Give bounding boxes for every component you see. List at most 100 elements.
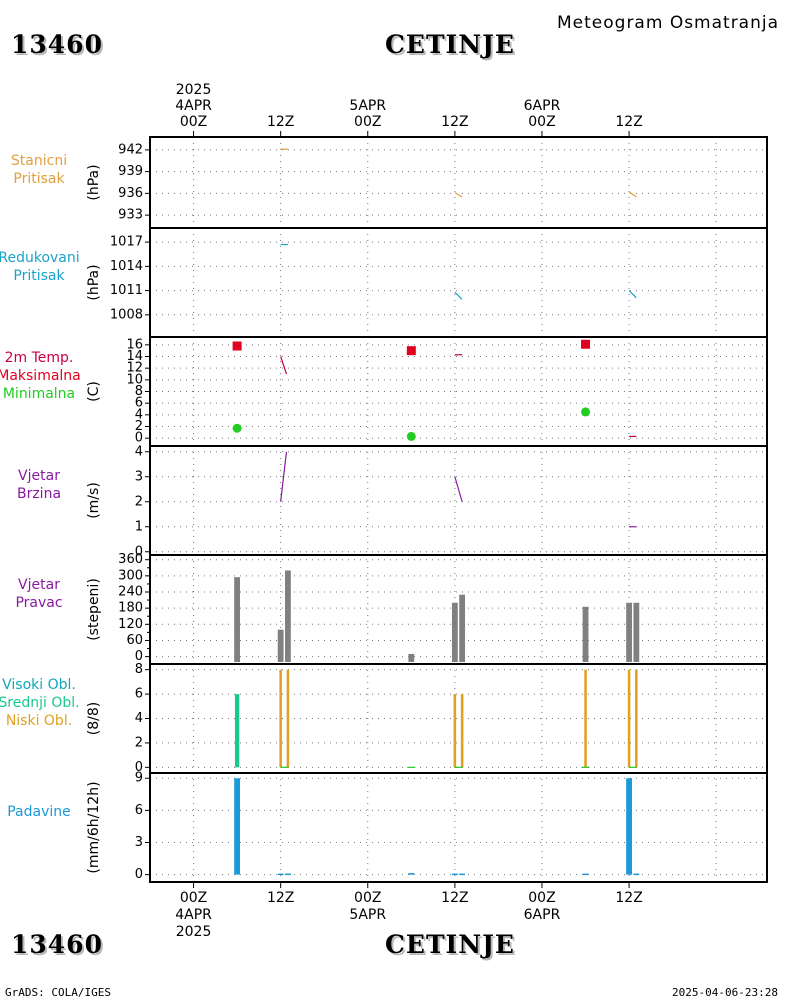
unit-label-precip: (mm/6h/12h) — [86, 781, 102, 873]
unit-label-temp: (C) — [86, 381, 102, 402]
ytick-label-wind_dir-3: 180 — [118, 601, 143, 616]
ytick-label-redukovani-3: 1017 — [110, 235, 143, 250]
panel-title-redukovani-1: Pritisak — [13, 268, 65, 284]
ytick-label-temp-6: 12 — [126, 361, 143, 376]
unit-label-redukovani: (hPa) — [86, 264, 102, 300]
top-time-label-0-0: 2025 — [176, 82, 212, 98]
panel-title-wind_speed-1: Brzina — [17, 486, 61, 502]
panel-frame-wind_dir — [149, 554, 768, 665]
ytick-label-temp-8: 16 — [126, 337, 143, 352]
bottom-time-label-3-0: 12Z — [441, 890, 468, 906]
panel-stanicni — [145, 136, 768, 229]
bottom-time-label-2-1: 5APR — [349, 907, 386, 923]
ytick-label-stanicni-2: 939 — [118, 164, 143, 179]
panel-title-redukovani-0: Redukovani — [0, 250, 80, 266]
series-line-redukovani-0-2 — [628, 290, 637, 299]
ytick-label-temp-1: 2 — [135, 419, 143, 434]
bar-precip-0-3 — [285, 873, 291, 876]
unit-label-clouds: (8/8) — [86, 702, 102, 735]
panel-title-temp-2: Minimalna — [3, 386, 75, 402]
panel-wind_dir — [145, 554, 768, 665]
panel-title-clouds-0: Visoki Obl. — [2, 677, 76, 693]
panel-title-stanicni-1: Pritisak — [13, 171, 65, 187]
bottom-time-label-0-1: 4APR — [175, 907, 212, 923]
top-time-label-2-0: 5APR — [349, 98, 386, 114]
series-line-wind_speed-0-1 — [454, 476, 463, 502]
top-time-label-2-1: 00Z — [354, 114, 381, 130]
ytick-label-wind_speed-4: 4 — [135, 444, 143, 459]
bar-wind_dir-0-3 — [408, 653, 415, 662]
min-temp-marker-0 — [232, 423, 242, 433]
ytick-label-temp-5: 10 — [126, 372, 143, 387]
ytick-label-clouds-3: 6 — [135, 687, 143, 702]
bar-precip-0-4 — [408, 873, 415, 875]
bar-clouds-1-6 — [635, 669, 638, 768]
panel-title-precip-0: Padavine — [7, 804, 71, 820]
ytick-label-redukovani-1: 1011 — [110, 283, 143, 298]
station-name-top: CETINJE — [385, 30, 515, 59]
ytick-label-stanicni-0: 933 — [118, 208, 143, 223]
station-name-bottom: CETINJE — [385, 930, 515, 959]
bar-precip-0-7 — [582, 873, 589, 876]
top-time-label-0-1: 4APR — [175, 98, 212, 114]
ytick-label-wind_dir-2: 120 — [118, 617, 143, 632]
bottom-time-label-4-1: 6APR — [524, 907, 561, 923]
unit-label-stanicni: (hPa) — [86, 164, 102, 200]
ytick-label-precip-0: 0 — [135, 867, 143, 882]
panel-title-wind_dir-1: Pravac — [15, 595, 62, 611]
bar-clouds-1-5 — [627, 669, 631, 768]
bottom-time-label-0-0: 00Z — [180, 890, 207, 906]
bar-wind_dir-0-5 — [459, 594, 466, 662]
bar-precip-0-1 — [626, 778, 632, 875]
top-time-label-0-2: 00Z — [180, 114, 207, 130]
unit-label-wind_speed: (m/s) — [86, 482, 102, 519]
panel-title-clouds-2: Niski Obl. — [6, 713, 72, 729]
bar-wind_dir-0-7 — [626, 602, 632, 662]
bottom-time-label-2-0: 00Z — [354, 890, 381, 906]
panel-frame-redukovani — [149, 227, 768, 338]
ytick-label-stanicni-1: 936 — [118, 186, 143, 201]
unit-label-wind_dir: (stepeni) — [86, 578, 102, 641]
ytick-label-clouds-4: 8 — [135, 662, 143, 677]
panel-title-temp-0: 2m Temp. — [5, 350, 74, 366]
bar-wind_dir-0-4 — [451, 602, 458, 662]
ytick-label-clouds-1: 2 — [135, 735, 143, 750]
meteogram-subtitle: Meteogram Osmatranja — [557, 13, 780, 33]
ytick-label-wind_dir-1: 60 — [126, 633, 143, 648]
bar-wind_dir-0-8 — [633, 602, 640, 662]
ytick-label-clouds-2: 4 — [135, 711, 143, 726]
top-time-label-5-0: 12Z — [615, 114, 642, 130]
series-line-stanicni-0-1 — [454, 192, 463, 198]
ytick-label-wind_dir-0: 0 — [135, 649, 143, 664]
bar-wind_dir-0-6 — [582, 606, 589, 662]
max-temp-marker-2 — [581, 339, 591, 349]
ytick-label-wind_speed-1: 1 — [135, 519, 143, 534]
ytick-label-clouds-0: 0 — [135, 760, 143, 775]
panel-frame-wind_speed — [149, 445, 768, 556]
ytick-label-wind_dir-4: 240 — [118, 585, 143, 600]
bar-clouds-1-0 — [279, 669, 282, 768]
ytick-label-wind_speed-3: 3 — [135, 469, 143, 484]
max-temp-marker-1 — [406, 346, 416, 356]
bar-wind_dir-0-1 — [277, 629, 284, 662]
min-temp-marker-1 — [406, 431, 416, 441]
ytick-label-precip-1: 3 — [135, 835, 143, 850]
bar-precip-0-8 — [633, 873, 640, 876]
station-id-bottom: 13460 — [11, 930, 103, 959]
ytick-label-stanicni-3: 942 — [118, 142, 143, 157]
footer-timestamp: 2025-04-06-23:28 — [672, 986, 778, 999]
station-id-top: 13460 — [11, 30, 103, 59]
panel-frame-temp — [149, 336, 768, 447]
panel-title-stanicni-0: Stanicni — [11, 153, 67, 169]
panel-title-wind_dir-0: Vjetar — [18, 577, 60, 593]
bar-clouds-1-2 — [453, 694, 457, 768]
panel-frame-stanicni — [149, 136, 768, 229]
series-line-temp-0-0 — [280, 356, 288, 375]
bar-precip-0-5 — [451, 873, 458, 876]
series-line-redukovani-0-1 — [454, 291, 463, 300]
panel-redukovani — [145, 227, 768, 338]
ytick-label-redukovani-0: 1008 — [110, 307, 143, 322]
bottom-time-label-5-0: 12Z — [615, 890, 642, 906]
ytick-label-temp-4: 8 — [135, 384, 143, 399]
